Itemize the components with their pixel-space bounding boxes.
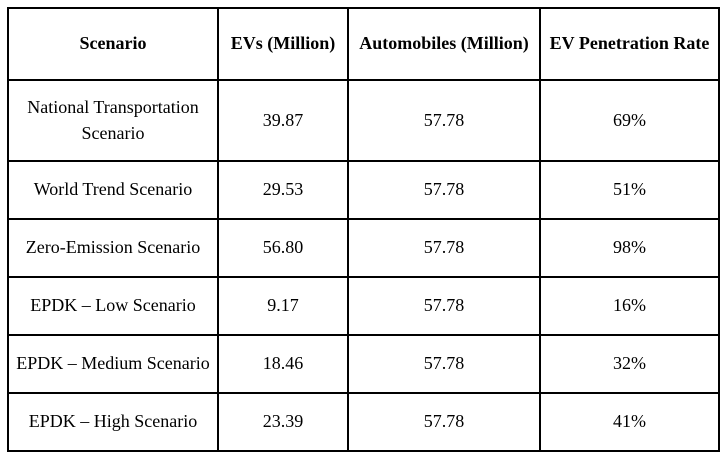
cell-evs: 29.53 [217,160,349,220]
column-header-automobiles: Automobiles (Million) [347,7,541,81]
cell-automobiles: 57.78 [347,334,541,394]
cell-scenario: EPDK – Low Scenario [7,276,219,336]
cell-penetration-rate: 69% [539,79,720,162]
column-header-penetration-rate: EV Penetration Rate [539,7,720,81]
cell-automobiles: 57.78 [347,392,541,452]
cell-scenario: World Trend Scenario [7,160,219,220]
table-row: EPDK – Medium Scenario 18.46 57.78 32% [7,334,720,394]
table-row: National Transportation Scenario 39.87 5… [7,79,720,162]
cell-automobiles: 57.78 [347,79,541,162]
cell-scenario: Zero-Emission Scenario [7,218,219,278]
cell-evs: 56.80 [217,218,349,278]
cell-evs: 9.17 [217,276,349,336]
table-header-row: Scenario EVs (Million) Automobiles (Mill… [7,7,720,81]
ev-scenario-table: Scenario EVs (Million) Automobiles (Mill… [7,7,720,452]
column-header-scenario: Scenario [7,7,219,81]
cell-evs: 39.87 [217,79,349,162]
cell-penetration-rate: 32% [539,334,720,394]
cell-penetration-rate: 16% [539,276,720,336]
table-row: EPDK – Low Scenario 9.17 57.78 16% [7,276,720,336]
cell-scenario: National Transportation Scenario [7,79,219,162]
cell-evs: 23.39 [217,392,349,452]
cell-penetration-rate: 98% [539,218,720,278]
cell-evs: 18.46 [217,334,349,394]
column-header-evs: EVs (Million) [217,7,349,81]
cell-penetration-rate: 51% [539,160,720,220]
cell-scenario: EPDK – High Scenario [7,392,219,452]
cell-automobiles: 57.78 [347,218,541,278]
cell-automobiles: 57.78 [347,276,541,336]
cell-automobiles: 57.78 [347,160,541,220]
table-row: Zero-Emission Scenario 56.80 57.78 98% [7,218,720,278]
table-row: World Trend Scenario 29.53 57.78 51% [7,160,720,220]
cell-scenario: EPDK – Medium Scenario [7,334,219,394]
table-row: EPDK – High Scenario 23.39 57.78 41% [7,392,720,452]
cell-penetration-rate: 41% [539,392,720,452]
